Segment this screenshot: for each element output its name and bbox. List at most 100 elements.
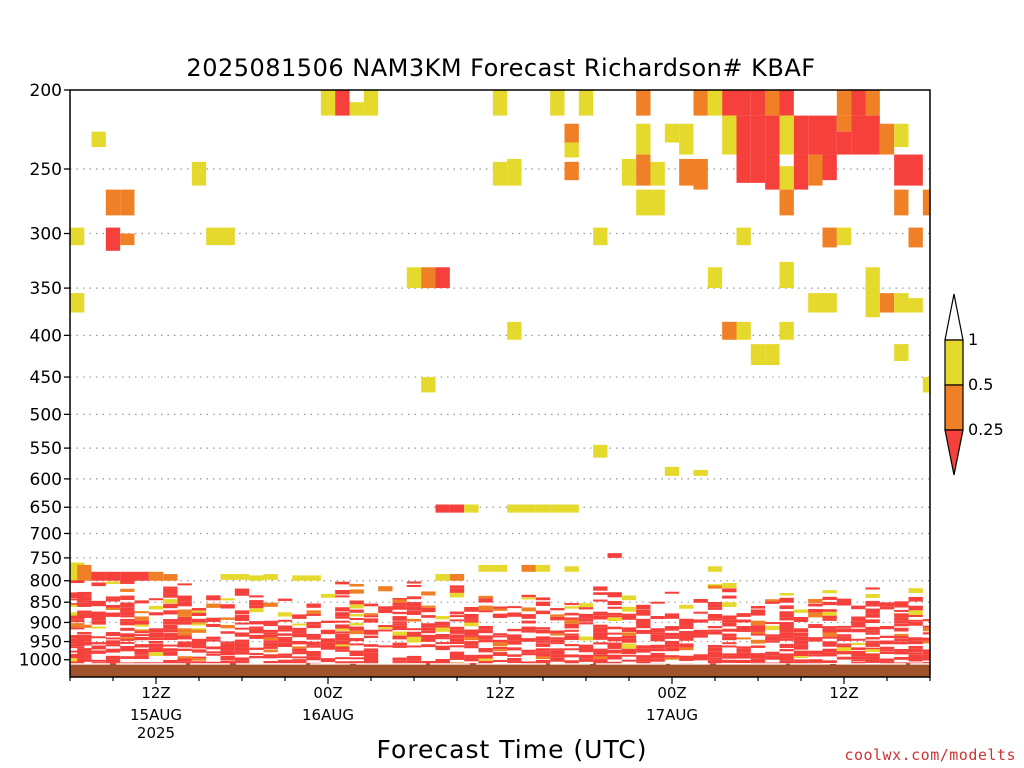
heatmap-cell bbox=[134, 600, 149, 604]
heatmap-cell bbox=[621, 645, 637, 649]
heatmap-cell bbox=[464, 613, 479, 619]
heatmap-cell bbox=[836, 636, 852, 639]
heatmap-cell bbox=[249, 628, 264, 631]
heatmap-cell bbox=[736, 646, 751, 649]
heatmap-cell bbox=[163, 619, 178, 622]
heatmap-cell bbox=[406, 645, 422, 648]
heatmap-cell bbox=[163, 624, 178, 630]
heatmap-cell bbox=[277, 642, 293, 647]
heatmap-cell bbox=[134, 634, 149, 637]
heatmap-cell bbox=[478, 636, 493, 640]
heatmap-cell bbox=[607, 617, 622, 622]
heatmap-cell bbox=[378, 586, 393, 592]
heatmap-cell bbox=[607, 606, 622, 609]
heatmap-cell bbox=[177, 595, 192, 600]
heatmap-cell bbox=[879, 635, 895, 638]
heatmap-cell bbox=[292, 627, 307, 631]
heatmap-cell bbox=[679, 643, 694, 648]
heatmap-cell bbox=[550, 633, 565, 636]
heatmap-cell bbox=[822, 641, 837, 644]
heatmap-cell bbox=[177, 658, 192, 662]
heatmap-cell bbox=[722, 602, 737, 607]
heatmap-cell bbox=[879, 606, 895, 610]
heatmap-cell bbox=[736, 227, 751, 246]
heatmap-cell bbox=[392, 642, 407, 646]
heatmap-cell bbox=[521, 652, 536, 656]
heatmap-cell bbox=[148, 628, 164, 633]
heatmap-cell bbox=[292, 640, 307, 645]
heatmap-cell bbox=[693, 634, 708, 637]
heatmap-cell bbox=[607, 553, 622, 558]
heatmap-cell bbox=[206, 646, 221, 650]
heatmap-cell bbox=[234, 647, 250, 652]
heatmap-cell bbox=[908, 654, 923, 658]
heatmap-cell bbox=[636, 618, 651, 621]
heatmap-cell bbox=[793, 617, 809, 620]
heatmap-cell bbox=[478, 648, 493, 653]
heatmap-cell bbox=[191, 656, 207, 659]
heatmap-cell bbox=[148, 633, 164, 636]
heatmap-cell bbox=[607, 592, 622, 598]
heatmap-cell bbox=[392, 657, 407, 661]
heatmap-cell bbox=[77, 615, 92, 618]
heatmap-cell bbox=[105, 660, 121, 663]
heatmap-cell bbox=[335, 633, 350, 638]
heatmap-cell bbox=[234, 642, 250, 645]
heatmap-cell bbox=[593, 611, 608, 616]
heatmap-cell bbox=[449, 611, 465, 615]
heatmap-cell bbox=[908, 648, 923, 653]
heatmap-cell bbox=[736, 627, 751, 632]
heatmap-cell bbox=[148, 652, 164, 657]
heatmap-cell bbox=[750, 90, 766, 116]
heatmap-cell bbox=[521, 597, 536, 600]
heatmap-cell bbox=[822, 648, 837, 653]
heatmap-cell bbox=[793, 609, 809, 613]
heatmap-cell bbox=[908, 596, 923, 602]
heatmap-cell bbox=[464, 622, 479, 627]
ground-layer bbox=[70, 663, 930, 677]
heatmap-cell bbox=[722, 595, 737, 599]
heatmap-cell bbox=[105, 637, 121, 640]
heatmap-cell bbox=[693, 619, 708, 623]
heatmap-cell bbox=[894, 154, 909, 186]
heatmap-cell bbox=[105, 227, 121, 251]
heatmap-cell bbox=[148, 635, 164, 638]
heatmap-cell bbox=[406, 584, 422, 587]
heatmap-cell bbox=[793, 656, 809, 659]
heatmap-cell bbox=[578, 613, 594, 619]
heatmap-cell bbox=[449, 653, 465, 656]
heatmap-cell bbox=[894, 601, 909, 606]
heatmap-cell bbox=[320, 631, 336, 635]
heatmap-cell bbox=[464, 629, 479, 632]
heatmap-cell bbox=[163, 593, 178, 598]
heatmap-cell bbox=[578, 648, 594, 653]
heatmap-cell bbox=[865, 637, 880, 640]
heatmap-cell bbox=[378, 625, 393, 628]
heatmap-cell bbox=[378, 629, 393, 632]
heatmap-cell bbox=[593, 615, 608, 620]
heatmap-cell bbox=[722, 636, 737, 641]
heatmap-cell bbox=[664, 591, 680, 594]
heatmap-cell bbox=[292, 648, 307, 652]
heatmap-cell bbox=[306, 645, 321, 648]
heatmap-cell bbox=[105, 598, 121, 602]
heatmap-cell bbox=[435, 633, 450, 638]
heatmap-cell bbox=[277, 619, 293, 622]
heatmap-cell bbox=[77, 648, 92, 652]
heatmap-cell bbox=[163, 629, 178, 633]
heatmap-cell bbox=[134, 662, 149, 665]
heatmap-cell bbox=[851, 653, 866, 657]
heatmap-cell bbox=[535, 597, 551, 601]
heatmap-cell bbox=[492, 660, 508, 663]
x-tick-sublabel: 2025 bbox=[137, 724, 175, 742]
heatmap-cell bbox=[707, 90, 723, 116]
heatmap-cell bbox=[879, 293, 895, 313]
heatmap-cell bbox=[707, 585, 723, 589]
heatmap-cell bbox=[449, 592, 465, 598]
heatmap-cell bbox=[564, 637, 579, 640]
heatmap-cell bbox=[922, 632, 930, 635]
heatmap-cell bbox=[177, 617, 192, 622]
heatmap-cell bbox=[335, 657, 350, 660]
heatmap-cell bbox=[793, 154, 809, 190]
heatmap-cell bbox=[363, 631, 379, 635]
